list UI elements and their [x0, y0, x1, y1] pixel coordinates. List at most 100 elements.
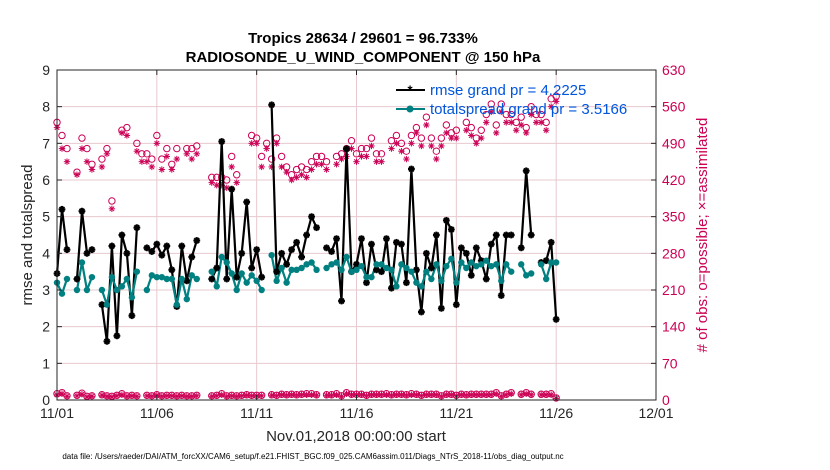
- obs-assimilated-point: [333, 391, 340, 398]
- totalspread-point: [258, 286, 265, 294]
- asterisk-stroke: [58, 206, 66, 213]
- asterisk-stroke: [288, 392, 295, 398]
- totalspread-point: [283, 279, 290, 286]
- asterisk-stroke: [368, 143, 375, 149]
- y-tick-label: 2: [42, 319, 50, 335]
- rmse-point: [482, 275, 490, 283]
- obs-assimilated-point: [537, 391, 545, 398]
- totalspread-point: [338, 266, 345, 274]
- asterisk-stroke: [378, 159, 385, 165]
- totalspread-point: [103, 301, 111, 308]
- obs-assimilated-point: [438, 393, 445, 400]
- asterisk-stroke: [229, 164, 235, 170]
- obs-possible-point: [317, 152, 326, 161]
- obs-possible-point: [442, 121, 451, 129]
- totalspread-point: [403, 264, 410, 272]
- asterisk-stroke: [234, 393, 240, 399]
- asterisk-stroke: [378, 268, 385, 275]
- obs-assimilated-point: [118, 129, 126, 137]
- obs-assimilated-point: [188, 393, 195, 400]
- asterisk-stroke: [209, 393, 215, 399]
- asterisk-stroke: [124, 393, 130, 399]
- obs-assimilated-point: [448, 134, 455, 142]
- asterisk-stroke: [468, 272, 475, 279]
- rmse-point: [353, 260, 360, 268]
- rmse-point: [363, 279, 370, 287]
- obs-assimilated-point: [123, 132, 131, 139]
- totalspread-point: [483, 257, 490, 264]
- obs-assimilated-point: [393, 140, 400, 147]
- obs-assimilated-point: [213, 392, 220, 400]
- obs-assimilated-point: [233, 179, 240, 186]
- rmse-point: [427, 264, 435, 272]
- totalspread-point: [328, 261, 335, 268]
- rmse-point: [507, 231, 515, 239]
- obs-assimilated-point: [388, 392, 395, 399]
- totalspread-point: [473, 262, 480, 270]
- asterisk-stroke: [143, 244, 150, 251]
- asterisk-stroke: [79, 391, 85, 397]
- obs-assimilated-point: [468, 132, 475, 139]
- obs-possible-point: [462, 118, 471, 127]
- asterisk-stroke: [259, 393, 265, 399]
- asterisk-stroke: [168, 266, 175, 273]
- asterisk-stroke: [158, 252, 165, 259]
- rmse-point: [542, 257, 550, 265]
- obs-assimilated-point: [128, 392, 136, 400]
- asterisk-stroke: [418, 308, 425, 316]
- asterisk-stroke: [208, 275, 215, 283]
- asterisk-stroke: [328, 248, 335, 255]
- obs-possible-point: [312, 152, 321, 161]
- rmse-point: [233, 273, 241, 281]
- y-tick-label: 4: [42, 245, 50, 261]
- totalspread-point: [253, 277, 260, 285]
- asterisk-stroke: [323, 392, 330, 398]
- obs-possible-point: [407, 131, 416, 140]
- asterisk-stroke: [239, 393, 245, 399]
- obs-assimilated-point: [173, 393, 180, 400]
- asterisk-stroke: [543, 257, 550, 264]
- asterisk-stroke: [123, 250, 130, 257]
- y-right-tick-label: 420: [662, 172, 686, 188]
- totalspread-point: [293, 266, 300, 274]
- rmse-point: [383, 235, 390, 243]
- obs-assimilated-point: [508, 119, 515, 126]
- asterisk-stroke: [64, 159, 70, 165]
- asterisk-stroke: [323, 244, 330, 251]
- asterisk-stroke: [503, 231, 510, 239]
- obs-assimilated-point: [83, 393, 91, 401]
- rmse-point: [73, 275, 81, 283]
- asterisk-stroke: [99, 164, 105, 170]
- asterisk-stroke: [328, 392, 335, 398]
- rmse-point: [343, 145, 350, 153]
- asterisk-stroke: [278, 250, 285, 257]
- asterisk-stroke: [279, 164, 285, 170]
- asterisk-stroke: [393, 140, 400, 146]
- y-right-tick-labels: 0 70 140 210 280 350 420 490 560 630: [662, 62, 686, 408]
- asterisk-stroke: [393, 239, 400, 246]
- asterisk-stroke: [338, 156, 345, 162]
- obs-possible-point: [108, 197, 116, 205]
- totalspread-point: [168, 275, 176, 283]
- obs-assimilated-point: [268, 392, 275, 399]
- asterisk-stroke: [234, 180, 240, 186]
- x-tick-labels: 11/01 11/06 11/11 11/16 11/21 11/26 12/01: [40, 405, 674, 421]
- obs-possible-point: [477, 126, 485, 134]
- asterisk-stroke: [493, 231, 500, 239]
- obs-assimilated-point: [438, 142, 445, 150]
- legend-spread-marker: [406, 105, 414, 113]
- asterisk-stroke: [428, 392, 434, 398]
- rmse-point: [527, 231, 535, 239]
- totalspread-point: [418, 283, 425, 290]
- rmse-point: [213, 264, 221, 272]
- rmse-point: [168, 266, 176, 274]
- asterisk-stroke: [338, 393, 345, 399]
- asterisk-stroke: [423, 122, 429, 128]
- asterisk-stroke: [503, 392, 509, 398]
- asterisk-stroke: [333, 392, 340, 398]
- y-right-tick-label: 210: [662, 282, 686, 298]
- obs-possible-point: [367, 134, 376, 142]
- obs-possible-point: [492, 121, 500, 129]
- asterisk-stroke: [413, 392, 420, 398]
- asterisk-stroke: [224, 393, 230, 399]
